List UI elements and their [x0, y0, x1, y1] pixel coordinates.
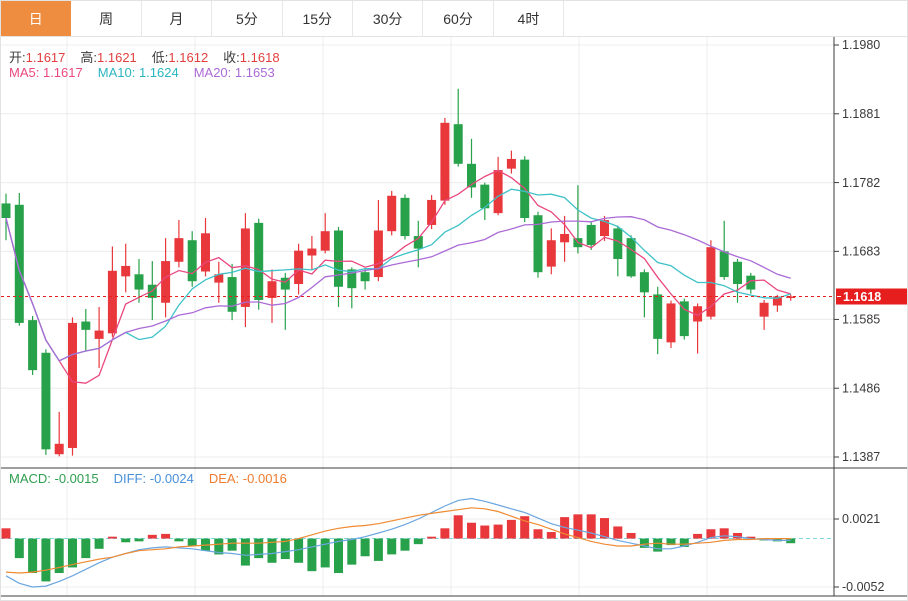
ma10-label: MA10: [97, 65, 136, 80]
open-label: 开: [9, 50, 26, 65]
chart-area: 1.1980 1.1881 1.1782 1.1683 1.1585 1.1486 1.13… [1, 37, 908, 601]
macd-lines-layer [5, 497, 791, 588]
macd-label: MACD: [9, 471, 51, 486]
macd-axis: 0.0021 -0.0052 [834, 512, 884, 594]
tab-5min-label: 5分 [235, 10, 258, 27]
high-value: 1.1621 [97, 50, 137, 65]
frame-layer [1, 37, 907, 597]
ma-lines-layer [5, 169, 791, 384]
ma20-value: 1.1653 [234, 65, 275, 80]
tab-week-label: 周 [99, 10, 114, 27]
close-label: 收: [223, 50, 240, 65]
tab-30min[interactable]: 30分 [352, 1, 424, 36]
svg-text:1.1782: 1.1782 [842, 176, 880, 190]
svg-text:1.1486: 1.1486 [842, 381, 880, 395]
tab-15min[interactable]: 15分 [282, 1, 353, 36]
price-axis: 1.1980 1.1881 1.1782 1.1683 1.1585 1.1486 1.13… [834, 38, 880, 464]
close-value: 1.1618 [239, 50, 280, 65]
tab-4hour-label: 4时 [517, 10, 540, 27]
tab-week[interactable]: 周 [71, 1, 142, 36]
diff-line [5, 497, 791, 588]
svg-text:1.1683: 1.1683 [842, 245, 880, 259]
ma20-line [5, 216, 791, 362]
svg-text:0.0021: 0.0021 [842, 512, 880, 526]
low-label: 低: [151, 50, 169, 65]
period-tabbar: 日 周 月 5分 15分 30分 60分 4时 [1, 1, 907, 37]
svg-text:1.1387: 1.1387 [842, 450, 880, 464]
dea-line [5, 507, 791, 574]
macd-histogram-layer [1, 514, 796, 582]
candlestick-chart[interactable]: 1.1980 1.1881 1.1782 1.1683 1.1585 1.1486 1.13… [1, 37, 908, 601]
ma5-label: MA5: [9, 65, 40, 80]
diff-label: DIFF: [113, 471, 147, 486]
diff-value: -0.0024 [149, 471, 194, 486]
ma5-value: 1.1617 [42, 65, 83, 80]
ma-legend: MA5: 1.1617 MA10: 1.1624 MA20: 1.1653 [9, 65, 290, 80]
high-label: 高: [80, 50, 98, 65]
tab-month-label: 月 [169, 10, 184, 27]
ma10-value: 1.1624 [138, 65, 179, 80]
tab-month[interactable]: 月 [141, 1, 213, 36]
svg-text:-0.0052: -0.0052 [842, 580, 884, 594]
ma10-line [5, 188, 791, 362]
tab-day-label: 日 [28, 10, 43, 27]
macd-value: -0.0015 [54, 471, 99, 486]
dea-label: DEA: [208, 471, 240, 486]
svg-text:1.1980: 1.1980 [842, 38, 880, 52]
tab-15min-label: 15分 [302, 10, 333, 27]
open-value: 1.1617 [25, 50, 66, 65]
dea-value: -0.0016 [242, 471, 287, 486]
tab-30min-label: 30分 [372, 10, 403, 27]
low-value: 1.1612 [168, 50, 209, 65]
tab-5min[interactable]: 5分 [212, 1, 283, 36]
ma5-line [5, 169, 791, 384]
macd-legend: MACD: -0.0015 DIFF: -0.0024 DEA: -0.0016 [9, 471, 302, 486]
tab-60min-label: 60分 [443, 10, 473, 27]
ma20-label: MA20: [193, 65, 232, 80]
ohlc-legend: 开:1.1617 高:1.1621 低:1.1612 收:1.1618 [9, 47, 295, 66]
current-price-badge: 1.1618 [836, 288, 907, 305]
svg-text:1.1585: 1.1585 [842, 313, 880, 327]
svg-text:1.1881: 1.1881 [842, 107, 880, 121]
tab-day[interactable]: 日 [1, 1, 72, 36]
tab-60min[interactable]: 60分 [423, 1, 494, 36]
tab-4hour[interactable]: 4时 [493, 1, 565, 36]
svg-text:1.1618: 1.1618 [843, 290, 881, 304]
candles-layer [1, 88, 796, 457]
